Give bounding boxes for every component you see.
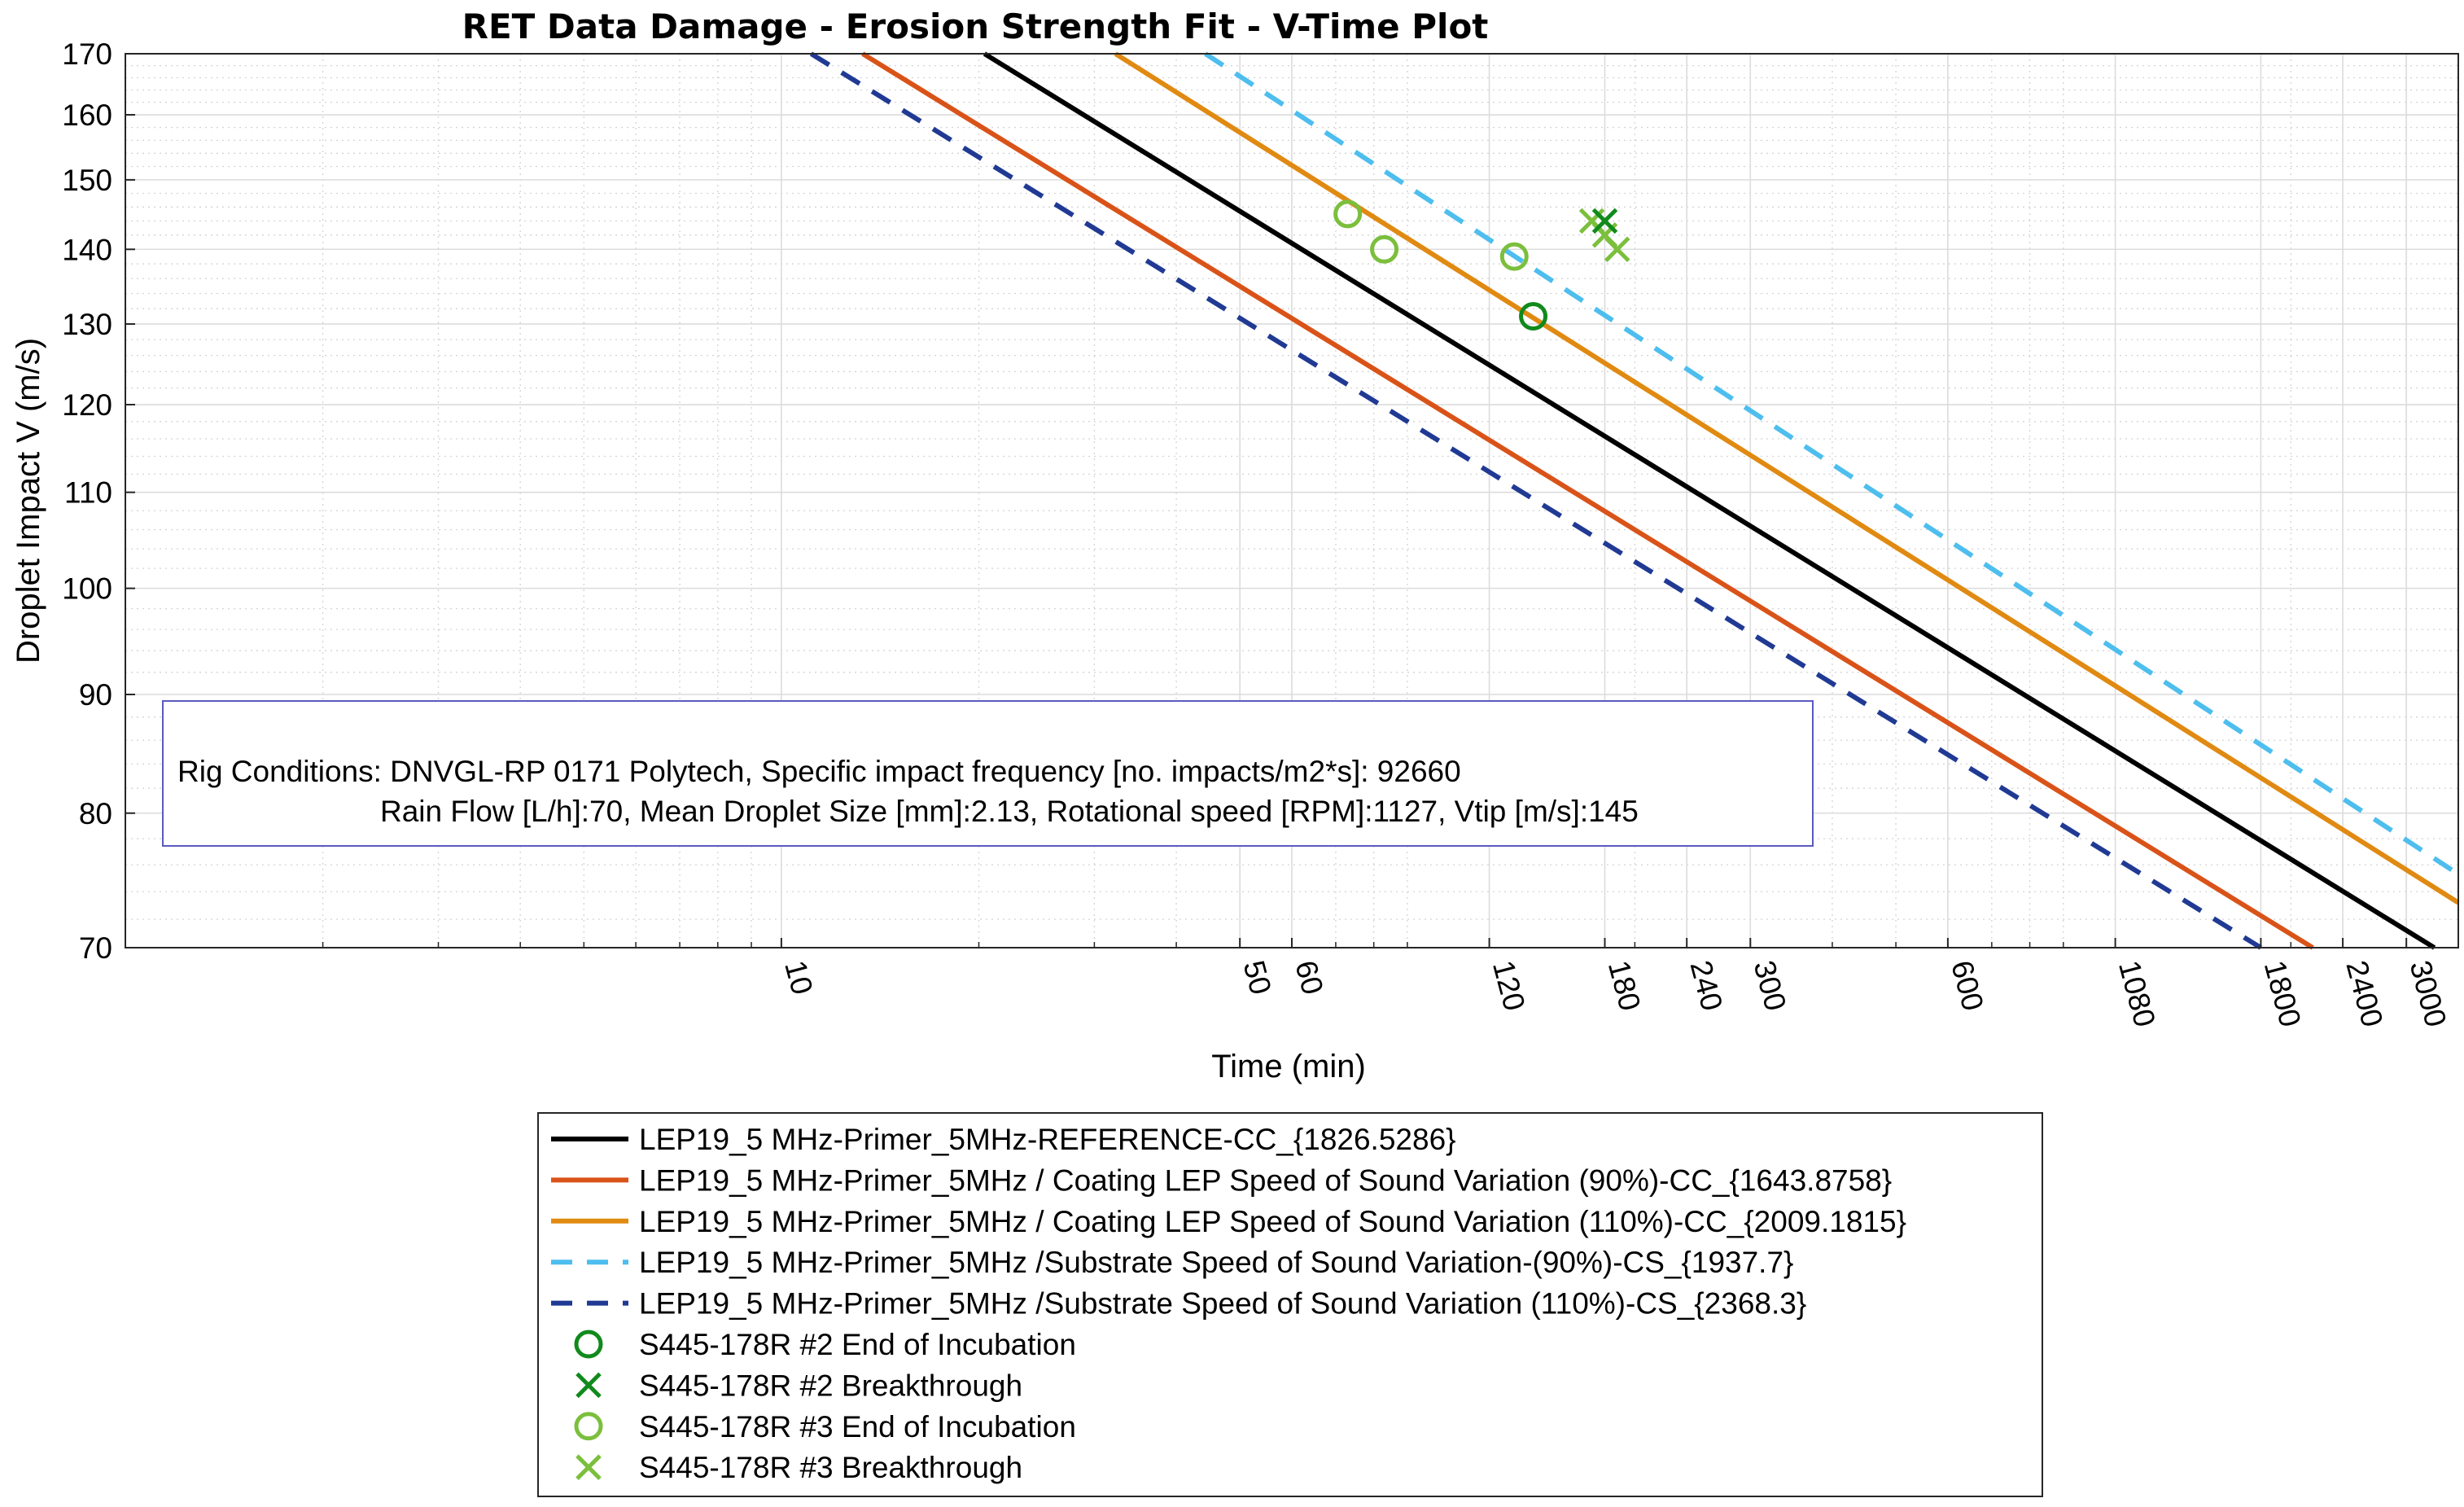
legend-swatch-marker	[576, 1454, 602, 1480]
y-tick-label: 110	[64, 476, 112, 510]
series-line-3	[1114, 51, 2460, 905]
y-tick-label: 90	[79, 678, 112, 712]
legend-swatch-marker	[576, 1372, 602, 1399]
legend-label: LEP19_5 MHz-Primer_5MHz / Coating LEP Sp…	[639, 1205, 1906, 1238]
y-axis-ticks: 70 80 90 100 110 120 130 140 150 160 170	[62, 37, 135, 965]
data-point-x-2	[1591, 208, 1618, 234]
legend-label: S445-178R #2 Breakthrough	[639, 1369, 1022, 1402]
data-point-x-4	[1604, 236, 1630, 263]
y-tick-label: 120	[62, 388, 112, 422]
y-tick-label: 100	[62, 572, 112, 606]
chart-title: RET Data Damage - Erosion Strength Fit -…	[462, 7, 1489, 46]
rig-conditions-box	[162, 700, 1814, 847]
y-tick-label: 130	[62, 308, 112, 341]
series-line-2	[861, 51, 2314, 950]
data-point-circle-3	[1499, 242, 1529, 271]
legend-label: S445-178R #3 Breakthrough	[639, 1451, 1022, 1484]
legend-swatch-marker	[574, 1330, 603, 1359]
legend-label: LEP19_5 MHz-Primer_5MHz /Substrate Speed…	[639, 1287, 1806, 1321]
data-point-circle-1	[1519, 301, 1548, 331]
y-tick-label: 170	[62, 37, 112, 71]
legend-label: LEP19_5 MHz-Primer_5MHz / Coating LEP Sp…	[639, 1163, 1892, 1197]
data-point-circle-3	[1333, 199, 1363, 229]
x-axis-ticks: 10 50 60 120 180 240 300 600 1080 1800 2400 3000	[322, 938, 2453, 1031]
legend-label: S445-178R #3 End of Incubation	[639, 1410, 1076, 1443]
series-line-1	[983, 51, 2436, 950]
data-point-x-4-stroke-b	[1604, 236, 1630, 263]
rig-conditions-line-2: Rain Flow [L/h]:70, Mean Droplet Size [m…	[380, 795, 1639, 828]
y-axis-label: Droplet Impact V (m/s)	[11, 338, 46, 664]
rig-conditions-line-1: Rig Conditions: DNVGL-RP 0171 Polytech, …	[177, 755, 1461, 788]
legend-box	[537, 1112, 2043, 1497]
legend-swatch-marker-stroke-b	[576, 1372, 602, 1399]
x-axis-label: Time (min)	[1211, 1049, 1366, 1084]
data-point-circle-3	[1370, 234, 1399, 264]
marker-layer	[1333, 199, 1630, 331]
y-tick-label: 150	[62, 164, 112, 197]
y-tick-label: 70	[79, 931, 112, 965]
y-tick-label: 160	[62, 99, 112, 132]
legend: LEP19_5 MHz-Primer_5MHz-REFERENCE-CC_{18…	[551, 1123, 1906, 1484]
legend-label: S445-178R #2 End of Incubation	[639, 1328, 1076, 1361]
series-layer	[809, 51, 2460, 950]
data-point-x-2-stroke-b	[1591, 208, 1618, 234]
y-tick-label: 140	[62, 233, 112, 266]
legend-label: LEP19_5 MHz-Primer_5MHz /Substrate Speed…	[639, 1246, 1793, 1279]
legend-swatch-marker	[574, 1412, 603, 1441]
legend-swatch-marker-stroke-b	[576, 1454, 602, 1480]
legend-label: LEP19_5 MHz-Primer_5MHz-REFERENCE-CC_{18…	[639, 1123, 1456, 1156]
y-tick-label: 80	[79, 797, 112, 830]
